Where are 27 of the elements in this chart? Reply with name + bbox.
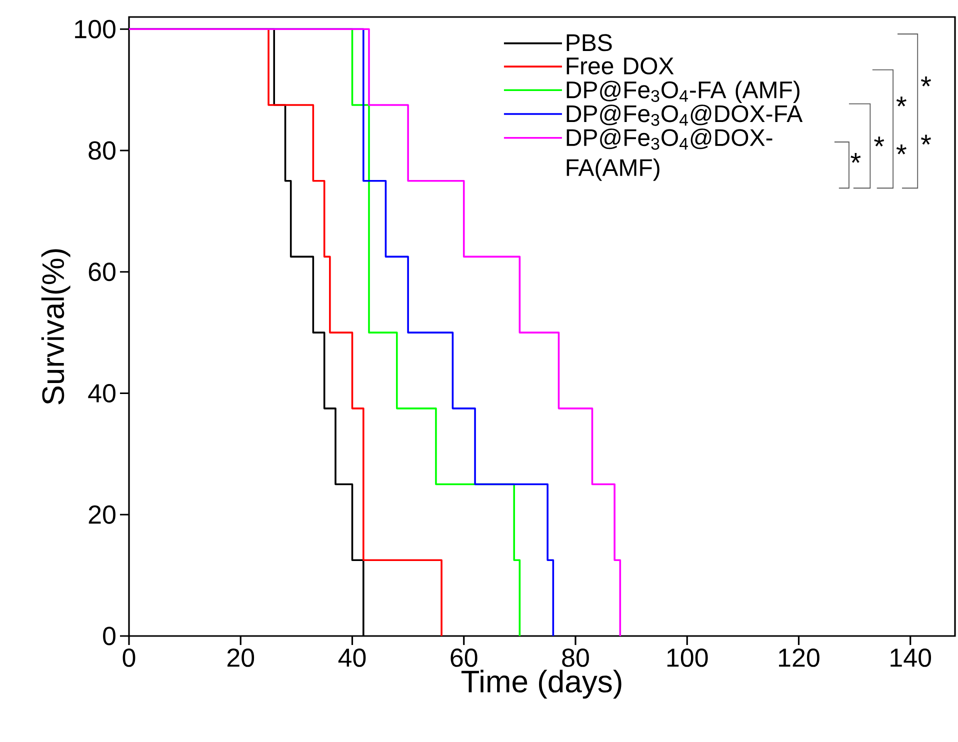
y-axis-title: Survival(%) (41, 249, 70, 404)
annotation: * (896, 96, 906, 106)
y-tick-label: 80 (88, 141, 116, 160)
annotation: * (850, 153, 861, 163)
y-tick-label: 0 (103, 626, 116, 646)
y-tick-label: 40 (88, 384, 116, 402)
annotation: * (920, 134, 931, 145)
x-tick-label: 140 (890, 648, 932, 667)
x-tick-label: 100 (667, 648, 708, 667)
y-tick-label: 20 (88, 505, 116, 524)
legend-label: DP@Fe$_{3}$O$_{4}$-FA (AMF) (566, 80, 800, 104)
x-tick-label: 0 (122, 648, 136, 667)
legend-label: DP@Fe$_{3}$O$_{4}$@DOX-FA (566, 104, 803, 126)
legend-label: PBS (566, 34, 612, 52)
legend-label: Free DOX (566, 57, 674, 74)
annotation: * (896, 144, 906, 154)
x-tick-label: 60 (450, 648, 478, 667)
x-tick-label: 120 (779, 648, 820, 667)
x-tick-label: 40 (338, 648, 366, 667)
y-tick-label: 100 (75, 20, 116, 38)
annotation: * (874, 136, 884, 146)
x-axis-title: Time (days) (461, 670, 622, 699)
x-tick-label: 20 (227, 648, 254, 667)
x-tick-label: 80 (562, 648, 589, 667)
text: DP@Fe$_{3}$O$_{4}$@DOX-FA(AMF) (566, 128, 772, 181)
y-tick-label: 60 (88, 262, 116, 282)
annotation: * (920, 76, 931, 86)
